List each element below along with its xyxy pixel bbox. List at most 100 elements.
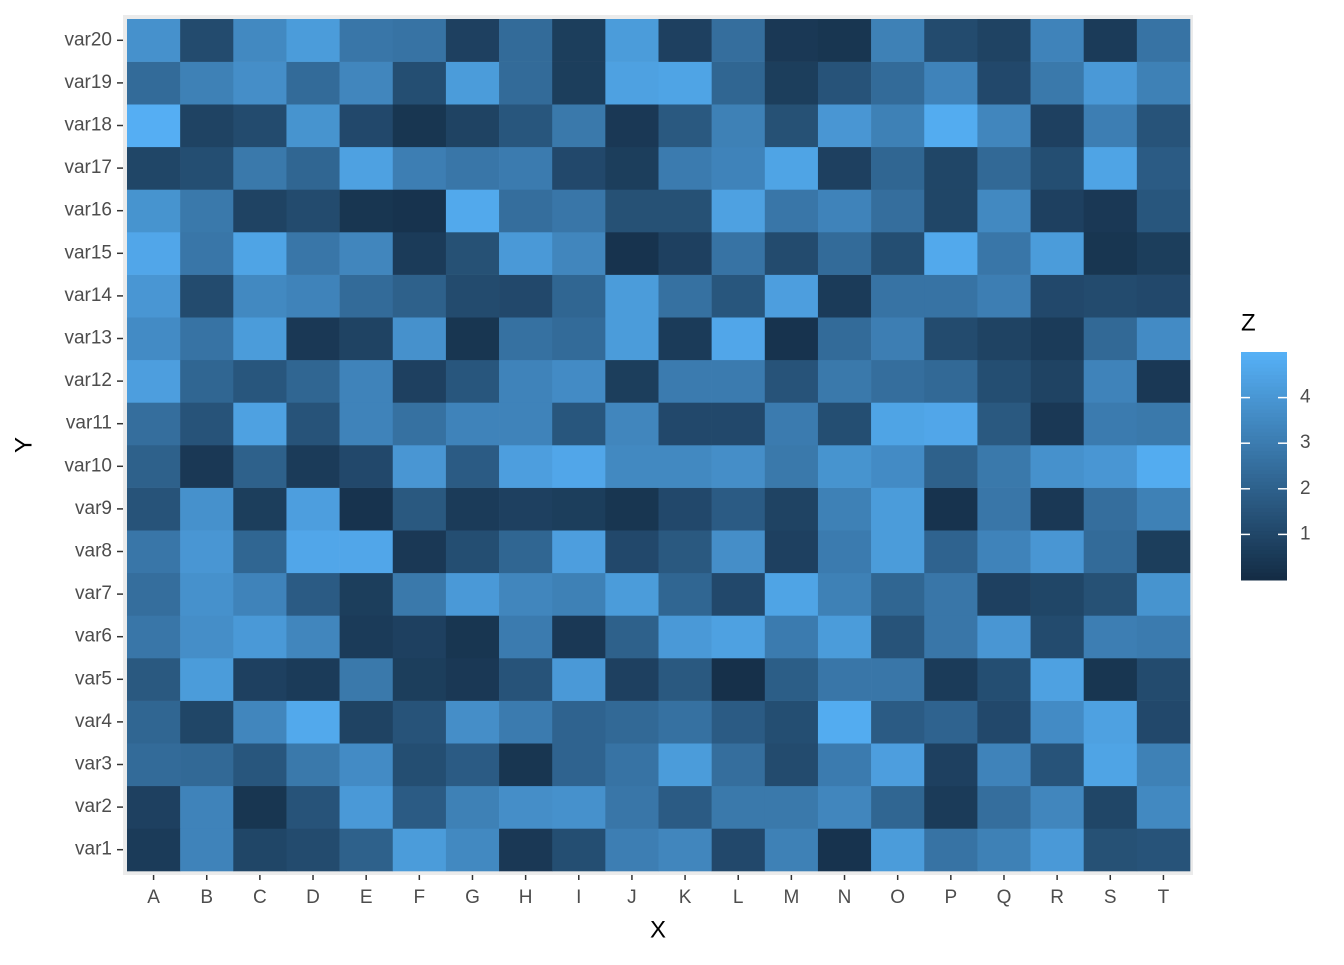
heat-cell [871, 359, 925, 403]
heat-cell [817, 317, 872, 361]
colorbar-segment [1241, 500, 1287, 505]
heat-cell [658, 317, 712, 361]
heat-cell [1030, 104, 1084, 148]
y-tick-label: var3 [75, 754, 112, 775]
heat-cell [764, 104, 819, 148]
colorbar-segment [1241, 557, 1287, 562]
heat-cell [552, 828, 606, 872]
heat-cell [127, 658, 181, 701]
heat-cell [924, 487, 978, 531]
y-tick-label: var10 [64, 455, 112, 476]
heat-cell [552, 572, 606, 616]
heat-cell [286, 19, 340, 62]
heat-cell [127, 61, 181, 105]
colorbar-segment [1241, 473, 1287, 478]
legend-title: Z [1241, 309, 1256, 336]
y-tick-label: var16 [64, 200, 112, 221]
heat-cell [711, 189, 766, 233]
heat-cell [764, 785, 819, 829]
heat-cell [817, 743, 872, 787]
colorbar-segment [1241, 412, 1287, 418]
heat-cell [552, 487, 606, 531]
heat-cell [977, 658, 1031, 701]
heat-cell [658, 615, 712, 659]
heat-cell [924, 274, 978, 318]
heat-cell [392, 146, 447, 190]
y-tick-label: var11 [66, 413, 112, 434]
y-tick-label: var4 [75, 711, 112, 732]
heat-cell [499, 146, 553, 190]
heat-cell [339, 232, 394, 275]
heat-cell [711, 232, 766, 275]
heat-cell [764, 19, 819, 62]
heat-cell [605, 785, 659, 829]
heat-cell [552, 615, 606, 659]
heat-cell [817, 274, 872, 318]
heat-cell [499, 700, 553, 744]
heat-cell [658, 146, 712, 190]
heat-cell [499, 785, 553, 829]
colorbar-segment [1241, 393, 1287, 399]
heat-cell [233, 487, 287, 531]
colorbar-segment [1241, 469, 1287, 475]
heat-cell [871, 402, 925, 446]
heat-cell [1136, 828, 1191, 872]
heat-cell [711, 572, 766, 616]
heat-cell [445, 487, 500, 531]
heat-cell [977, 359, 1031, 403]
y-tick-label: var7 [75, 583, 112, 604]
y-tick-label: var15 [64, 242, 112, 263]
heat-cell [127, 146, 181, 190]
heat-cell [1083, 572, 1138, 616]
heat-cell [817, 828, 872, 872]
heat-cell [711, 743, 766, 787]
heat-cell [180, 402, 234, 446]
heat-cell [445, 402, 500, 446]
heat-cell [499, 61, 553, 105]
y-tick-label: var14 [64, 285, 112, 306]
x-tick-label: M [783, 887, 799, 908]
x-tick-label: Q [997, 887, 1012, 908]
heat-cell [180, 104, 234, 148]
y-tick-label: var8 [75, 541, 112, 562]
heat-cell [764, 530, 819, 574]
colorbar-segment [1241, 576, 1287, 581]
colorbar-segment [1241, 443, 1287, 448]
heat-cell [871, 572, 925, 616]
heat-cell [180, 700, 234, 744]
heat-cell [711, 700, 766, 744]
heat-cell [1136, 317, 1191, 361]
heat-cell [286, 274, 340, 318]
heat-cell [339, 146, 394, 190]
colorbar-segment [1241, 485, 1287, 490]
heat-cell [1083, 104, 1138, 148]
heat-cell [605, 19, 659, 62]
heat-cell [711, 146, 766, 190]
heat-cell [1083, 828, 1138, 872]
heat-cell [764, 700, 819, 744]
y-tick-label: var19 [64, 72, 112, 93]
heat-cell [499, 19, 553, 62]
heat-cell [658, 828, 712, 872]
heat-cell [1030, 19, 1084, 62]
heat-cell [499, 232, 553, 275]
heat-cell [977, 572, 1031, 616]
heat-cell [871, 104, 925, 148]
colorbar-segment [1241, 378, 1287, 383]
heat-cell [658, 743, 712, 787]
heat-cell [871, 445, 925, 488]
heat-cell [499, 189, 553, 233]
heat-cell [1030, 146, 1084, 190]
heat-cell [817, 487, 872, 531]
colorbar-segment [1241, 477, 1287, 482]
y-tick-label: var18 [64, 115, 112, 136]
heat-cell [1136, 189, 1191, 233]
heat-cell [605, 274, 659, 318]
heat-cell [286, 615, 340, 659]
heat-cell [392, 232, 447, 275]
colorbar-segment [1241, 405, 1287, 410]
heat-cell [233, 189, 287, 233]
heat-cell [1030, 785, 1084, 829]
heat-cell [711, 658, 766, 701]
